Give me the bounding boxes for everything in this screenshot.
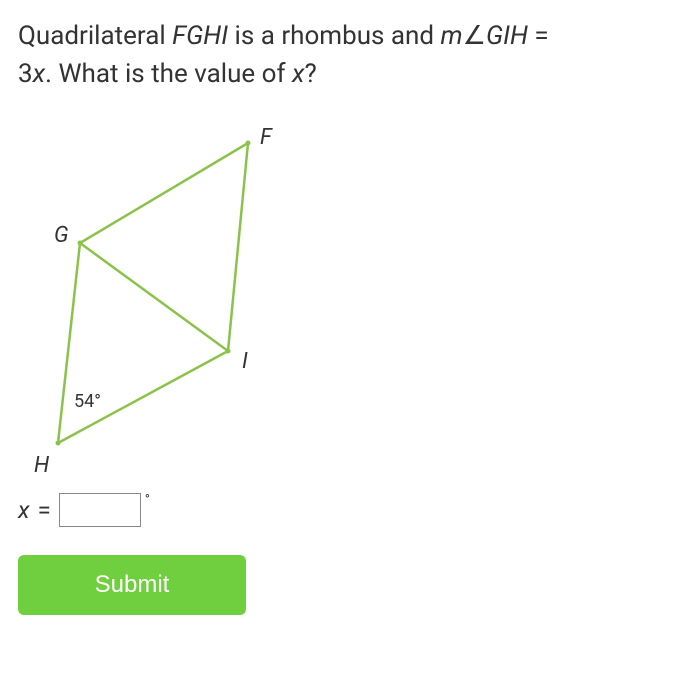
answer-equals: = [38, 496, 51, 524]
answer-row: x = ° [18, 493, 679, 527]
q-mid2: . What is the value of [45, 59, 292, 89]
angle-label-54: 54° [74, 391, 101, 412]
q-angle-sym: ∠ [463, 21, 486, 51]
answer-input[interactable] [59, 493, 141, 527]
q-end: ? [304, 59, 316, 89]
submit-label: Submit [95, 571, 170, 599]
vertex-label-i: I [242, 349, 248, 374]
answer-degree: ° [145, 492, 150, 508]
q-3: 3 [18, 59, 33, 89]
q-mid: is a rhombus and [228, 21, 440, 51]
submit-button[interactable]: Submit [18, 555, 246, 615]
diagram: F G I H 54° [18, 113, 298, 473]
q-angle-name: GIH [486, 21, 528, 51]
q-shape: FGHI [172, 21, 228, 51]
vertex-label-g: G [54, 223, 69, 248]
question-text: Quadrilateral FGHI is a rhombus and m∠GI… [18, 18, 679, 93]
rhombus-svg [18, 113, 298, 473]
q-eq: = [528, 21, 549, 51]
q-x: x [33, 59, 46, 89]
q-prefix: Quadrilateral [18, 21, 172, 51]
q-x2: x [292, 59, 305, 89]
vertex-label-h: H [34, 453, 49, 478]
vertex-label-f: F [260, 125, 272, 150]
answer-x-label: x [18, 496, 30, 524]
q-m: m [441, 21, 463, 51]
